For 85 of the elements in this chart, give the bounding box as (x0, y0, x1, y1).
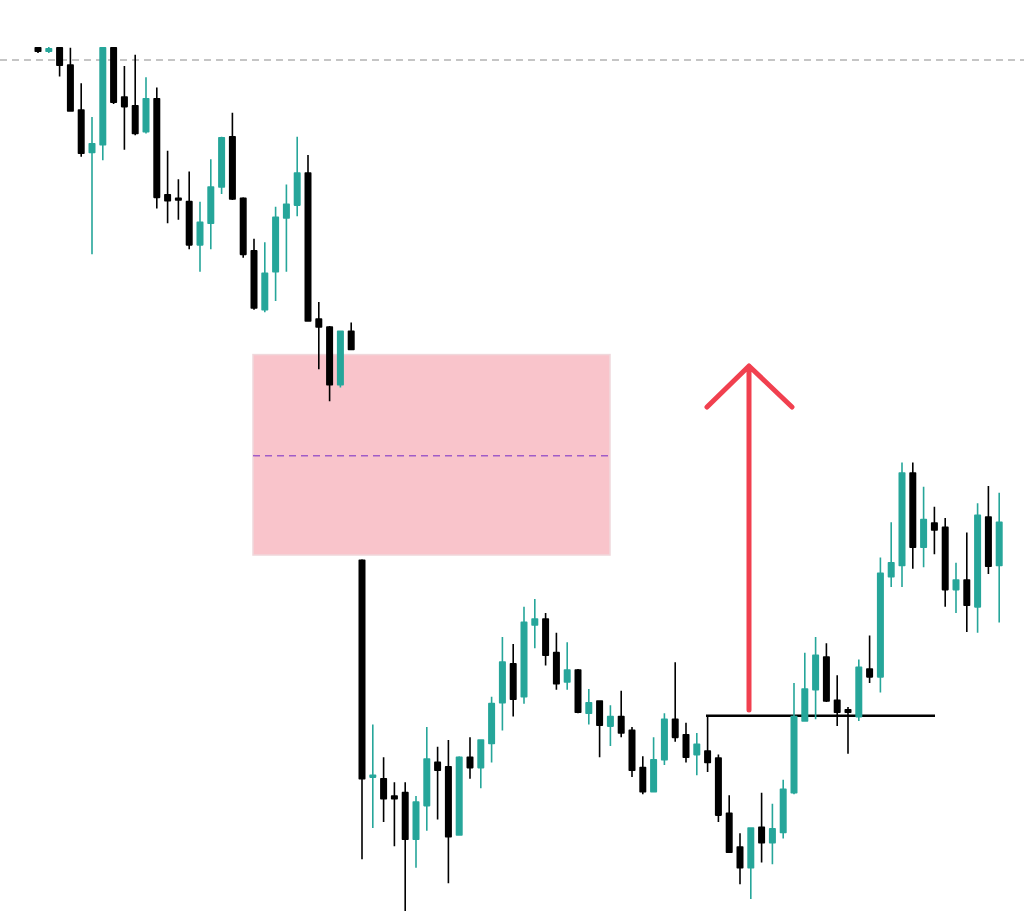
candlestick (628, 726, 636, 778)
candlestick (660, 712, 668, 766)
candlestick (693, 732, 701, 777)
candlestick (617, 689, 625, 739)
candlestick (520, 606, 528, 705)
candlestick (639, 755, 647, 796)
candlestick (898, 461, 906, 588)
candlestick (930, 505, 938, 555)
candlestick (563, 641, 571, 691)
candlestick (77, 82, 85, 158)
candlestick (261, 241, 269, 314)
candlestick (747, 826, 755, 900)
candlestick (909, 461, 917, 570)
candlestick (455, 755, 463, 836)
candlestick (142, 76, 150, 135)
candlestick (88, 116, 96, 256)
candlestick (498, 636, 506, 732)
candlestick (606, 704, 614, 747)
candlestick (185, 170, 193, 250)
candlestick (390, 781, 398, 847)
candlestick (671, 661, 679, 743)
candlestick (542, 612, 550, 667)
candlestick (714, 753, 722, 823)
candlestick (434, 746, 442, 821)
candlestick (401, 781, 409, 912)
candlestick (282, 183, 290, 273)
candlestick (336, 329, 344, 389)
candlestick (207, 158, 215, 250)
candlestick (855, 658, 863, 722)
candlestick (488, 695, 496, 764)
candlestick (887, 521, 895, 588)
candlestick (56, 46, 64, 78)
candlestick (45, 46, 53, 54)
candlestick (174, 178, 182, 221)
candlestick (239, 196, 247, 259)
candlestick (963, 531, 971, 633)
candlestick (779, 778, 787, 840)
candlestick (131, 53, 139, 136)
candlestick (228, 111, 236, 201)
candlestick (164, 149, 172, 225)
candlestick (110, 46, 118, 105)
candlestick (153, 86, 161, 210)
candlestick (423, 726, 431, 832)
candlestick (876, 556, 884, 694)
candlestick (650, 736, 658, 793)
candlestick (315, 301, 323, 371)
candlestick (822, 642, 830, 703)
candlestick (531, 598, 539, 650)
candlestick (984, 485, 992, 575)
candlestick (682, 721, 690, 764)
candlestick (574, 668, 582, 714)
candlestick (585, 688, 593, 726)
candlestick (812, 636, 820, 720)
candlestick (444, 739, 452, 885)
candlestick (380, 756, 388, 823)
candlestick (272, 206, 280, 302)
candlestick (466, 736, 474, 780)
candlestick (250, 238, 258, 311)
candlestick (218, 136, 226, 195)
candlestick (66, 47, 74, 113)
candlestick (736, 832, 744, 886)
candlestick (866, 634, 874, 684)
candlestick (596, 699, 604, 759)
candlestick (725, 794, 733, 854)
candlestick (552, 631, 560, 691)
candlestick (412, 795, 420, 869)
candlestick (477, 739, 485, 790)
candlestick (293, 136, 301, 218)
candlestick (326, 325, 334, 403)
candlestick (995, 492, 1003, 624)
candlestick (99, 46, 107, 161)
candlestick (941, 517, 949, 608)
candlestick (952, 562, 960, 614)
candlestick (120, 65, 128, 151)
candlestick (768, 803, 776, 866)
candlestick (801, 651, 809, 723)
candlestick (196, 200, 204, 273)
candlestick (34, 46, 42, 54)
candlestick (758, 791, 766, 864)
candlestick (369, 723, 377, 829)
candlestick (347, 321, 355, 352)
candlestick (920, 485, 928, 568)
candlestick (790, 682, 798, 796)
candlestick (974, 502, 982, 634)
candlestick (509, 643, 517, 718)
